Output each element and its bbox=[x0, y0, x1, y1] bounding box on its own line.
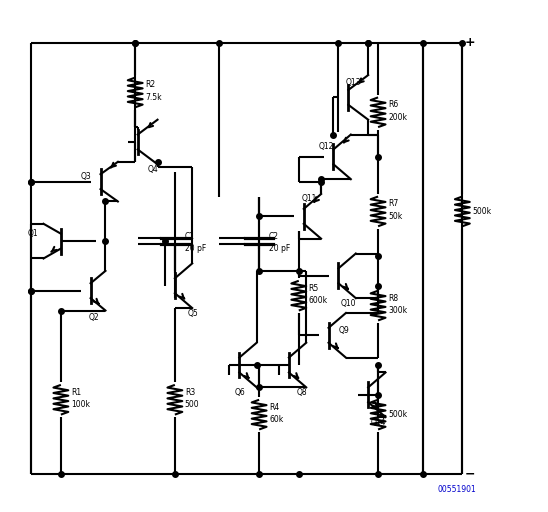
Text: −: − bbox=[465, 467, 475, 481]
Text: 00551901: 00551901 bbox=[437, 485, 476, 494]
Text: R7: R7 bbox=[388, 200, 398, 208]
Text: Q9: Q9 bbox=[339, 326, 349, 335]
Text: +: + bbox=[465, 36, 476, 49]
Text: R3: R3 bbox=[185, 388, 195, 397]
Text: Q11: Q11 bbox=[301, 195, 317, 203]
Text: 7.5k: 7.5k bbox=[145, 93, 162, 102]
Text: R4: R4 bbox=[269, 402, 279, 412]
Text: Q1: Q1 bbox=[28, 229, 38, 238]
Text: Q6: Q6 bbox=[235, 388, 245, 397]
Text: 60k: 60k bbox=[269, 415, 283, 424]
Text: C1: C1 bbox=[185, 231, 195, 241]
Text: 50k: 50k bbox=[388, 212, 402, 221]
Text: Q3: Q3 bbox=[81, 172, 92, 181]
Text: R6: R6 bbox=[388, 100, 398, 110]
Text: 100k: 100k bbox=[71, 400, 90, 409]
Text: 500k: 500k bbox=[388, 410, 407, 419]
Text: 20 pF: 20 pF bbox=[185, 244, 206, 253]
Text: 200k: 200k bbox=[388, 113, 407, 122]
Text: R2: R2 bbox=[145, 80, 155, 90]
Text: 500k: 500k bbox=[472, 207, 492, 216]
Text: Q10: Q10 bbox=[341, 298, 356, 308]
Text: Q8: Q8 bbox=[296, 388, 307, 397]
Text: R1: R1 bbox=[71, 388, 81, 397]
Text: R5: R5 bbox=[309, 284, 319, 293]
Text: Q5: Q5 bbox=[187, 309, 198, 317]
Text: Q13: Q13 bbox=[346, 78, 361, 87]
Text: Q2: Q2 bbox=[88, 313, 99, 323]
Text: 500: 500 bbox=[185, 400, 199, 409]
Text: C2: C2 bbox=[269, 231, 279, 241]
Text: Q12: Q12 bbox=[318, 142, 334, 152]
Text: Q4: Q4 bbox=[147, 165, 158, 174]
Text: 600k: 600k bbox=[309, 296, 328, 305]
Text: 300k: 300k bbox=[388, 306, 407, 315]
Text: R8: R8 bbox=[388, 293, 398, 303]
Text: 20 pF: 20 pF bbox=[269, 244, 290, 253]
Text: Q14: Q14 bbox=[370, 418, 386, 426]
